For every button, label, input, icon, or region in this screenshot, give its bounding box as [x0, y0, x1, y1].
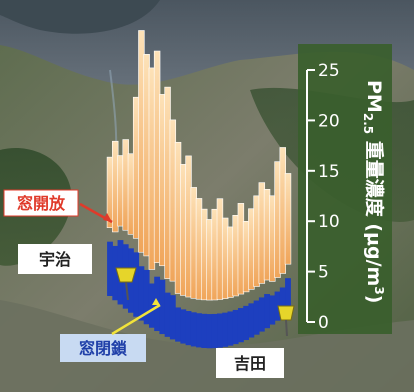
y-axis-title-close: ) [363, 295, 385, 304]
closed-window-bar [180, 309, 187, 344]
y-axis-title-main: PM [363, 80, 385, 113]
y-tick-label: 20 [318, 111, 340, 131]
annotation-open-label: 窓開放 [17, 194, 66, 213]
axis-panel-bg [298, 44, 392, 334]
y-axis-title-subscript: 2.5 [361, 113, 375, 134]
annotation-closed-arrow [111, 303, 161, 336]
closed-window-bar [222, 312, 229, 347]
annotation-closed: 窓閉鎖 [60, 298, 161, 362]
closed-window-bar [112, 245, 119, 301]
closed-window-bar [206, 314, 213, 349]
closed-window-bar [148, 283, 155, 328]
y-axis-ticks: 0 5 10 15 20 25 [307, 61, 340, 333]
closed-window-bar [175, 307, 181, 342]
closed-window-bar [138, 266, 145, 321]
closed-window-bar [133, 252, 140, 317]
closed-window-bar [159, 279, 166, 335]
closed-window-bar [253, 300, 260, 335]
closed-window-bar [201, 313, 208, 348]
closed-window-bar [169, 295, 176, 340]
closed-window-bar [232, 309, 239, 345]
annotation-closed-label: 窓閉鎖 [79, 339, 128, 358]
closed-window-bar [107, 241, 113, 296]
closed-window-bar [217, 313, 223, 348]
annotation-place-uji-label: 宇治 [39, 250, 71, 269]
closed-window-bar [264, 294, 270, 329]
y-tick-label: 10 [318, 212, 340, 232]
closed-window-bar [258, 297, 265, 332]
closed-window-bar [248, 303, 255, 338]
location-pin-uji [115, 267, 137, 301]
closed-window-bar [227, 311, 234, 346]
closed-window-bar [190, 312, 197, 347]
annotation-place-uji: 宇治 [18, 244, 92, 274]
annotation-place-yoshida: 吉田 [216, 348, 284, 378]
closed-window-bar [243, 305, 250, 341]
closed-window-bar [143, 269, 150, 325]
y-tick-label: 15 [318, 162, 340, 182]
y-axis-title-rest: 重量濃度 (μg/m [363, 134, 386, 286]
closed-window-bar [269, 295, 276, 325]
closed-window-bar [279, 287, 286, 317]
open-window-bar [284, 173, 292, 265]
annotation-open: 窓開放 [3, 189, 113, 224]
y-tick-label: 0 [318, 313, 329, 333]
closed-window-bar [185, 311, 192, 346]
axis-panel: 0 5 10 15 20 25 PM2.5 重量濃度 (μg/m3) [298, 44, 392, 334]
y-tick-label: 25 [318, 61, 340, 81]
y-tick-label: 5 [318, 263, 329, 283]
closed-window-bar [211, 313, 218, 349]
y-axis-title: PM2.5 重量濃度 (μg/m3) [361, 80, 386, 303]
closed-window-bar [196, 313, 202, 348]
y-axis-title-sup: 3 [372, 286, 386, 294]
location-pin-yoshida [277, 305, 295, 337]
annotation-place-yoshida-label: 吉田 [234, 354, 266, 373]
closed-window-bar [164, 292, 171, 337]
closed-window-bar [237, 308, 244, 343]
open-window-series [106, 30, 292, 301]
closed-window-bar [285, 278, 291, 313]
